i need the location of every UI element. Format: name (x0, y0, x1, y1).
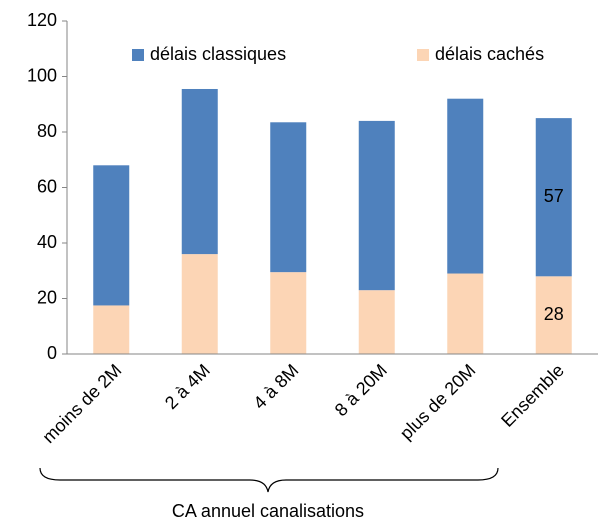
bar-segment (358, 290, 395, 354)
x-tick-label: moins de 2M (38, 360, 125, 447)
bar-segment (535, 276, 572, 354)
bar-segment (447, 98, 484, 274)
bar-segment (358, 120, 395, 291)
legend-label: délais classiques (150, 44, 286, 64)
data-label: 28 (544, 304, 564, 324)
y-tick-label: 60 (37, 176, 57, 196)
legend-swatch (132, 49, 144, 61)
x-tick-label: plus de 20M (396, 360, 479, 443)
data-label: 57 (544, 186, 564, 206)
y-tick-label: 20 (37, 287, 57, 307)
bar-segment (181, 88, 218, 255)
legend-label: délais cachés (435, 44, 544, 64)
legend-swatch (417, 49, 429, 61)
y-tick-label: 100 (27, 65, 57, 85)
bar-segment (447, 273, 484, 354)
x-tick-label: 8 à 20M (331, 360, 391, 420)
bar-segment (535, 118, 572, 277)
y-tick-label: 120 (27, 10, 57, 30)
y-tick-label: 80 (37, 121, 57, 141)
bar-segment (270, 122, 307, 273)
y-tick-label: 0 (47, 343, 57, 363)
x-tick-label: 4 à 8M (249, 360, 302, 413)
bar-segment (93, 165, 130, 306)
x-axis-label: CA annuel canalisations (172, 501, 364, 521)
category-brace (39, 467, 499, 493)
bar-segment (181, 254, 218, 354)
bar-segment (93, 305, 130, 354)
x-tick-label: Ensemble (497, 360, 568, 431)
y-tick-label: 40 (37, 232, 57, 252)
bar-segment (270, 272, 307, 354)
x-tick-label: 2 à 4M (161, 360, 214, 413)
